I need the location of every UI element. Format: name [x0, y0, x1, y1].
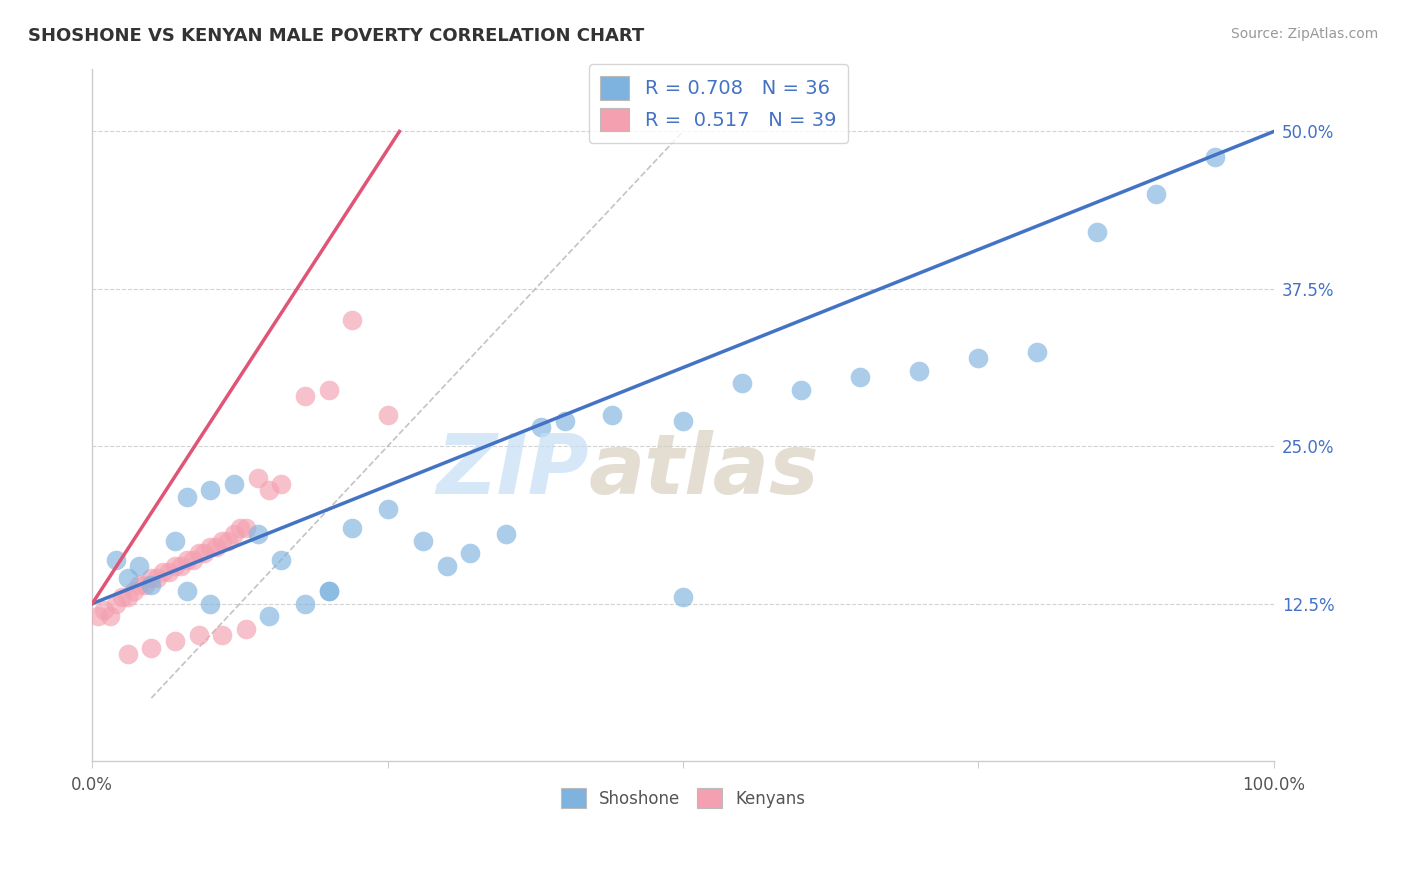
Point: [377, 502, 399, 516]
Point: [141, 640, 163, 655]
Point: [270, 477, 292, 491]
Point: [87, 609, 110, 624]
Text: ZIP: ZIP: [436, 430, 589, 511]
Point: [229, 521, 252, 535]
Point: [458, 546, 481, 560]
Point: [217, 533, 239, 548]
Point: [554, 414, 576, 428]
Point: [134, 578, 156, 592]
Point: [200, 540, 222, 554]
Point: [340, 313, 363, 327]
Point: [908, 364, 931, 378]
Text: SHOSHONE VS KENYAN MALE POVERTY CORRELATION CHART: SHOSHONE VS KENYAN MALE POVERTY CORRELAT…: [28, 27, 644, 45]
Point: [152, 565, 174, 579]
Point: [246, 527, 269, 541]
Point: [318, 584, 340, 599]
Point: [211, 533, 233, 548]
Point: [222, 477, 245, 491]
Point: [235, 521, 257, 535]
Point: [340, 521, 363, 535]
Point: [412, 533, 434, 548]
Point: [1026, 344, 1049, 359]
Point: [193, 546, 215, 560]
Point: [163, 634, 186, 648]
Point: [93, 603, 115, 617]
Text: Source: ZipAtlas.com: Source: ZipAtlas.com: [1230, 27, 1378, 41]
Point: [170, 558, 193, 573]
Point: [318, 383, 340, 397]
Point: [967, 351, 990, 365]
Point: [200, 597, 222, 611]
Point: [128, 558, 150, 573]
Point: [122, 584, 145, 599]
Point: [104, 597, 127, 611]
Point: [117, 572, 139, 586]
Point: [176, 490, 198, 504]
Point: [672, 414, 695, 428]
Point: [181, 552, 204, 566]
Point: [849, 370, 872, 384]
Point: [270, 552, 292, 566]
Point: [222, 527, 245, 541]
Point: [436, 558, 458, 573]
Point: [98, 609, 121, 624]
Point: [187, 628, 209, 642]
Point: [731, 376, 754, 391]
Point: [672, 591, 695, 605]
Point: [111, 591, 134, 605]
Point: [495, 527, 517, 541]
Point: [205, 540, 228, 554]
Point: [163, 533, 186, 548]
Text: atlas: atlas: [589, 430, 820, 511]
Point: [1204, 150, 1226, 164]
Point: [259, 609, 281, 624]
Point: [1144, 187, 1167, 202]
Point: [176, 552, 198, 566]
Point: [211, 628, 233, 642]
Point: [163, 558, 186, 573]
Point: [1085, 225, 1108, 239]
Point: [104, 552, 127, 566]
Legend: Shoshone, Kenyans: Shoshone, Kenyans: [554, 781, 811, 815]
Point: [377, 408, 399, 422]
Point: [128, 578, 150, 592]
Point: [117, 591, 139, 605]
Point: [117, 647, 139, 661]
Point: [259, 483, 281, 498]
Point: [235, 622, 257, 636]
Point: [790, 383, 813, 397]
Point: [294, 597, 316, 611]
Point: [176, 584, 198, 599]
Point: [141, 578, 163, 592]
Point: [146, 572, 169, 586]
Point: [246, 471, 269, 485]
Point: [600, 408, 623, 422]
Point: [157, 565, 180, 579]
Point: [141, 572, 163, 586]
Point: [294, 389, 316, 403]
Point: [318, 584, 340, 599]
Point: [187, 546, 209, 560]
Point: [200, 483, 222, 498]
Point: [530, 420, 553, 434]
